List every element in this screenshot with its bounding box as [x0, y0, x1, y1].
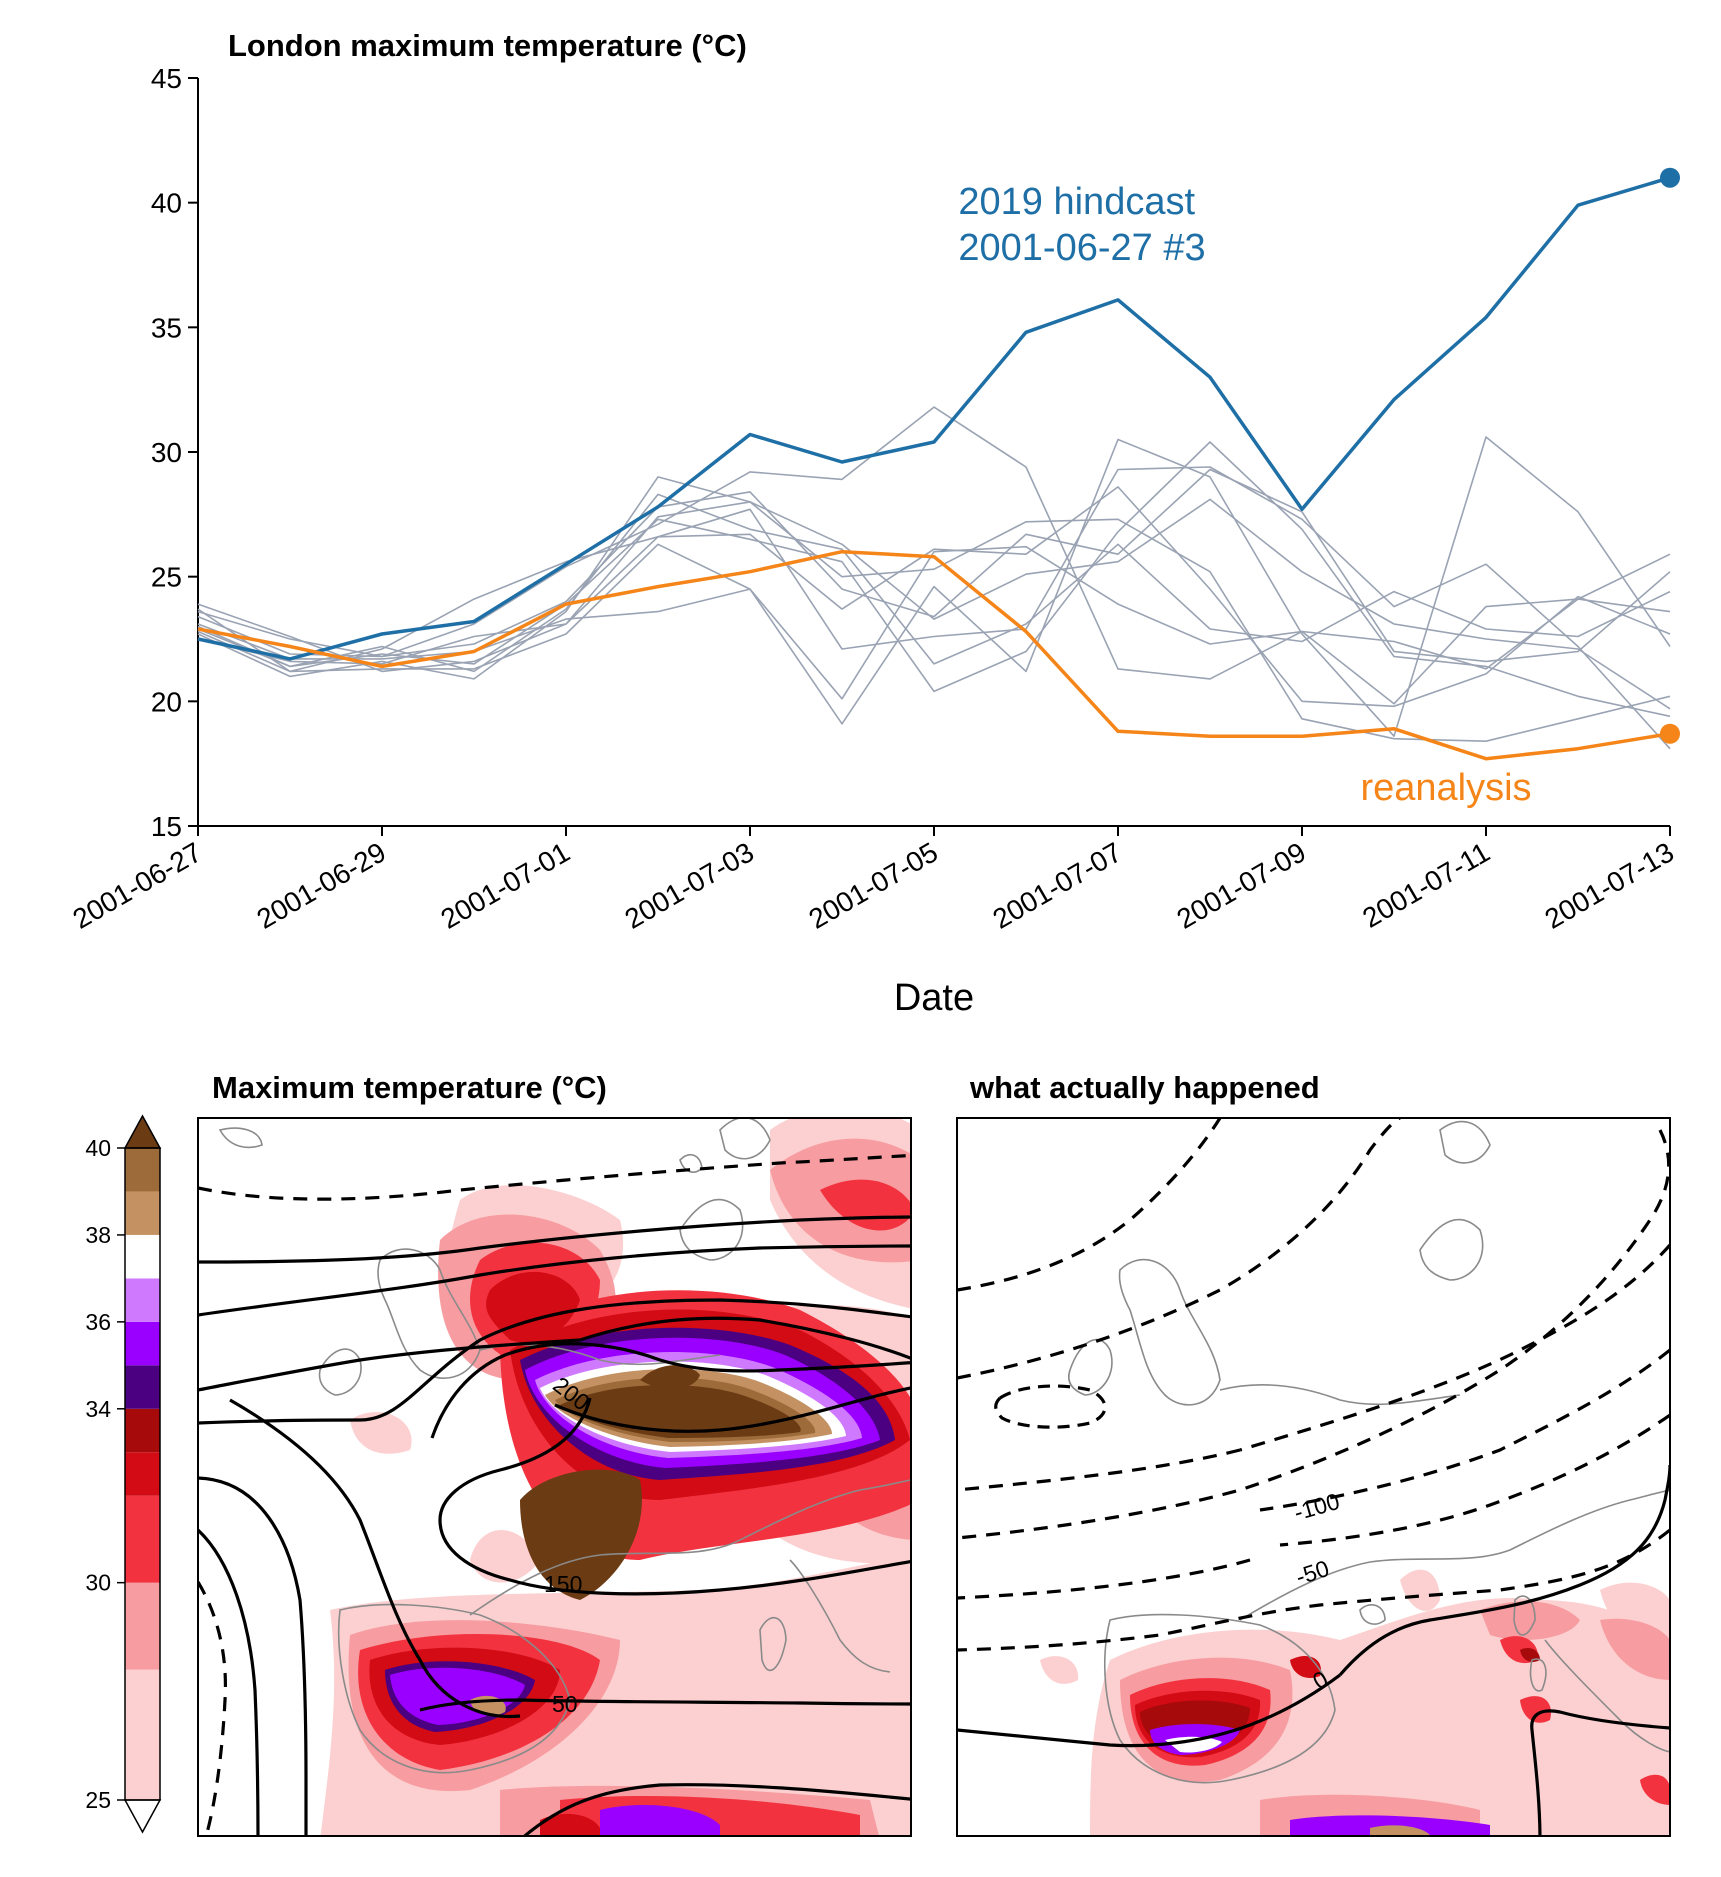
reanalysis-line [197, 549, 1671, 761]
map-left: Maximum temperature (°C) [197, 1070, 912, 1837]
ensemble-line [197, 486, 1671, 708]
height-contours-right [957, 1118, 1670, 1836]
x-tick-label: 2001-06-29 [251, 836, 391, 934]
line-chart-title: London maximum temperature (°C) [228, 28, 747, 63]
line-chart: London maximum temperature (°C) 15 20 25 30… [67, 28, 1680, 1019]
colorbar-swatch [125, 1191, 160, 1235]
map-right-frame [956, 1117, 1671, 1837]
x-tick-label: 2001-07-09 [1171, 836, 1311, 934]
x-tick-label: 2001-07-13 [1539, 836, 1679, 934]
colorbar-over-arrow [123, 1114, 162, 1149]
x-tick-label: 2001-07-05 [803, 836, 943, 934]
temperature-field-right [1040, 1569, 1670, 1836]
colorbar-swatch [125, 1408, 160, 1453]
hindcast-annotation-line1: 2019 hindcast [958, 181, 1195, 223]
contour-label-minus50: -50 [1293, 1555, 1333, 1590]
map-left-title: Maximum temperature (°C) [212, 1070, 607, 1105]
colorbar-ticks: 25 30 34 36 38 40 [85, 1135, 125, 1813]
ensemble-line [197, 498, 1671, 710]
colorbar-under-arrow [123, 1799, 162, 1834]
x-tick-label: 2001-07-03 [619, 836, 759, 934]
contour-label-minus100: -100 [1291, 1488, 1342, 1526]
colorbar-swatch [125, 1582, 160, 1670]
colorbar-tick-label: 30 [85, 1570, 111, 1596]
colorbar-swatch [125, 1234, 160, 1279]
x-tick-label: 2001-06-27 [67, 836, 207, 934]
ensemble-line [197, 493, 1671, 673]
hindcast-annotation: 2019 hindcast 2001-06-27 #3 [958, 181, 1205, 269]
y-tick-label: 15 [151, 811, 182, 842]
x-tick-label: 2001-07-11 [1357, 836, 1495, 933]
y-tick-label: 40 [151, 188, 182, 219]
colorbar-tick-label: 36 [85, 1309, 111, 1335]
x-axis: 2001-06-27 2001-06-29 2001-07-01 2001-07-03… [67, 825, 1679, 935]
x-axis-label: Date [894, 977, 974, 1019]
temperature-field-left [320, 1118, 911, 1836]
colorbar-swatch [125, 1321, 160, 1366]
ensemble-line [197, 476, 1671, 743]
series-lines [197, 167, 1680, 761]
x-tick-label: 2001-07-01 [435, 836, 575, 934]
colorbar-swatch [125, 1365, 160, 1409]
y-tick-label: 35 [151, 312, 182, 343]
y-tick-label: 45 [151, 63, 182, 94]
map-right: what actually happened [956, 1070, 1671, 1837]
colorbar-swatch [125, 1452, 160, 1496]
colorbar-swatch [125, 1495, 160, 1583]
x-tick-label: 2001-07-07 [987, 836, 1127, 934]
colorbar: 25 30 34 36 38 40 [85, 1114, 162, 1834]
colorbar-swatch [125, 1669, 160, 1800]
y-tick-label: 30 [151, 437, 182, 468]
reanalysis-end-marker [1660, 723, 1680, 744]
map-right-title: what actually happened [969, 1070, 1320, 1105]
colorbar-tick-label: 40 [85, 1135, 111, 1161]
contour-label-50: 50 [552, 1691, 578, 1717]
ensemble-line [197, 466, 1671, 750]
colorbar-swatch [125, 1148, 160, 1192]
hindcast-line [197, 176, 1671, 661]
ensemble-line [197, 441, 1671, 718]
y-tick-label: 20 [151, 686, 182, 717]
colorbar-tick-label: 38 [85, 1222, 111, 1248]
contour-label-150: 150 [544, 1571, 582, 1597]
ensemble-line [197, 406, 1671, 705]
colorbar-frame [124, 1147, 161, 1801]
hindcast-annotation-line2: 2001-06-27 #3 [958, 227, 1205, 269]
coastlines-right [1068, 1120, 1670, 1784]
ensemble-line [197, 545, 1671, 700]
colorbar-tick-label: 25 [85, 1787, 111, 1813]
height-contours-left [198, 1153, 911, 1836]
ensemble-line [197, 468, 1671, 663]
ensemble-line [197, 436, 1671, 738]
y-tick-label: 25 [151, 562, 182, 593]
colorbar-tick-label: 34 [85, 1396, 111, 1422]
hindcast-end-marker [1660, 167, 1680, 188]
reanalysis-annotation: reanalysis [1360, 767, 1531, 809]
map-left-frame [197, 1117, 912, 1837]
colorbar-swatch [125, 1278, 160, 1322]
y-axis: 15 20 25 30 35 40 45 [151, 63, 199, 842]
